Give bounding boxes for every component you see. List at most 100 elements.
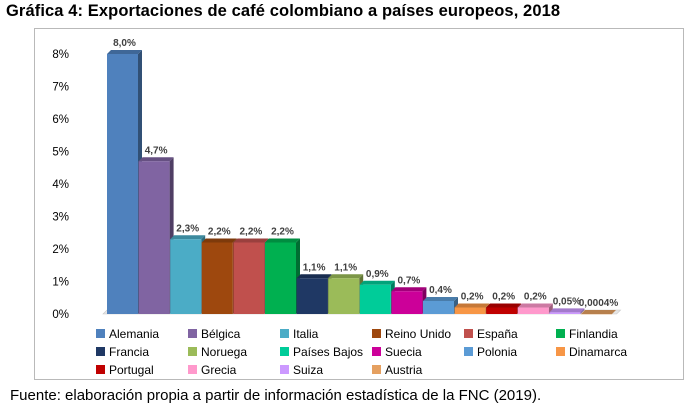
- legend-item: Italia: [280, 325, 318, 342]
- bar-top: [296, 274, 332, 279]
- legend-label: Reino Unido: [385, 326, 452, 341]
- bar-top: [549, 308, 585, 313]
- y-tick-label: 1%: [52, 277, 69, 289]
- legend-label: Austria: [385, 362, 423, 377]
- legend-item: España: [464, 325, 518, 342]
- legend-label: Países Bajos: [293, 344, 364, 359]
- bar-top: [581, 309, 616, 314]
- data-label: 8,0%: [113, 38, 136, 49]
- legend-item: Alemania: [96, 325, 159, 342]
- legend-swatch: [280, 329, 289, 338]
- bar-top: [454, 303, 490, 308]
- legend-label: Grecia: [201, 362, 237, 377]
- data-label: 0,9%: [366, 269, 389, 280]
- bar-top: [201, 238, 237, 243]
- legend-label: Francia: [109, 344, 150, 359]
- legend-item: Suecia: [372, 343, 422, 360]
- bar-top: [359, 280, 395, 285]
- y-tick-label: 8%: [52, 49, 69, 61]
- legend-swatch: [280, 347, 289, 356]
- data-label: 0,2%: [524, 292, 547, 303]
- data-label: 4,7%: [145, 145, 168, 156]
- legend-label: Italia: [293, 326, 319, 341]
- legend-item: Dinamarca: [556, 343, 627, 360]
- y-tick-label: 4%: [52, 179, 69, 191]
- chart-legend: Alemania Bélgica Italia Reino Unido España Fi…: [96, 325, 686, 379]
- legend-item: Finlandia: [556, 325, 618, 342]
- legend-swatch: [372, 347, 381, 356]
- bar-side: [580, 308, 585, 314]
- bar-top: [486, 303, 522, 308]
- bar: [328, 278, 360, 314]
- data-label: 0,05%: [553, 296, 581, 307]
- bar-top: [107, 50, 142, 54]
- bar-top: [423, 297, 458, 301]
- legend-label: Polonia: [477, 344, 518, 359]
- bar: [107, 54, 138, 314]
- bar-top: [517, 303, 553, 308]
- legend-swatch: [280, 365, 289, 374]
- legend-swatch: [188, 347, 197, 356]
- bar-top: [138, 157, 174, 162]
- legend-item: Noruega: [188, 343, 247, 360]
- data-label: 1,1%: [334, 262, 357, 273]
- bar: [359, 284, 391, 314]
- bar: [138, 161, 170, 314]
- data-label: 0,2%: [461, 292, 484, 303]
- bar-side: [548, 303, 553, 314]
- legend-swatch: [188, 365, 197, 374]
- bar: [454, 307, 486, 314]
- chart-title: Gráfica 4: Exportaciones de café colombi…: [6, 2, 561, 20]
- legend-item: Francia: [96, 343, 149, 360]
- legend-swatch: [556, 347, 565, 356]
- bar: [391, 291, 423, 314]
- legend-label: Finlandia: [569, 326, 618, 341]
- legend-swatch: [96, 347, 105, 356]
- legend-swatch: [372, 329, 381, 338]
- legend-item: Países Bajos: [280, 343, 363, 360]
- legend-item: Suiza: [280, 361, 323, 378]
- legend-item: Polonia: [464, 343, 517, 360]
- legend-swatch: [372, 365, 381, 374]
- data-label: 2,2%: [240, 227, 263, 238]
- legend-swatch: [188, 329, 197, 338]
- legend-item: Reino Unido: [372, 325, 451, 342]
- y-tick-label: 0%: [52, 309, 69, 321]
- source-note: Fuente: elaboración propia a partir de i…: [10, 387, 542, 404]
- data-label: 1,1%: [303, 262, 326, 273]
- bar: [423, 301, 454, 314]
- legend-item: Austria: [372, 361, 422, 378]
- legend-label: Suecia: [385, 344, 422, 359]
- y-tick-label: 7%: [52, 82, 69, 94]
- legend-label: Alemania: [109, 326, 160, 341]
- bar: [486, 307, 518, 314]
- bar: [170, 239, 202, 314]
- bar-side: [612, 309, 616, 314]
- y-tick-label: 6%: [52, 114, 69, 126]
- y-tick-label: 2%: [52, 244, 69, 256]
- legend-label: Portugal: [109, 362, 154, 377]
- legend-swatch: [464, 329, 473, 338]
- bar: [296, 278, 328, 314]
- data-label: 0,7%: [398, 275, 421, 286]
- bar: [549, 312, 581, 314]
- bar: [233, 242, 265, 314]
- y-tick-label: 3%: [52, 212, 69, 224]
- y-tick-label: 5%: [52, 147, 69, 159]
- legend-swatch: [464, 347, 473, 356]
- data-label: 0,4%: [429, 285, 452, 296]
- bar: [265, 242, 296, 314]
- bar: [201, 242, 233, 314]
- legend-swatch: [96, 365, 105, 374]
- bar-top: [328, 274, 364, 279]
- legend-label: Bélgica: [201, 326, 241, 341]
- data-label: 2,2%: [208, 227, 231, 238]
- chart-frame: [34, 28, 684, 380]
- bar-top: [170, 235, 206, 240]
- legend-label: España: [477, 326, 518, 341]
- legend-label: Noruega: [201, 344, 248, 359]
- bar-top: [233, 238, 269, 243]
- legend-item: Bélgica: [188, 325, 240, 342]
- legend-label: Dinamarca: [569, 344, 628, 359]
